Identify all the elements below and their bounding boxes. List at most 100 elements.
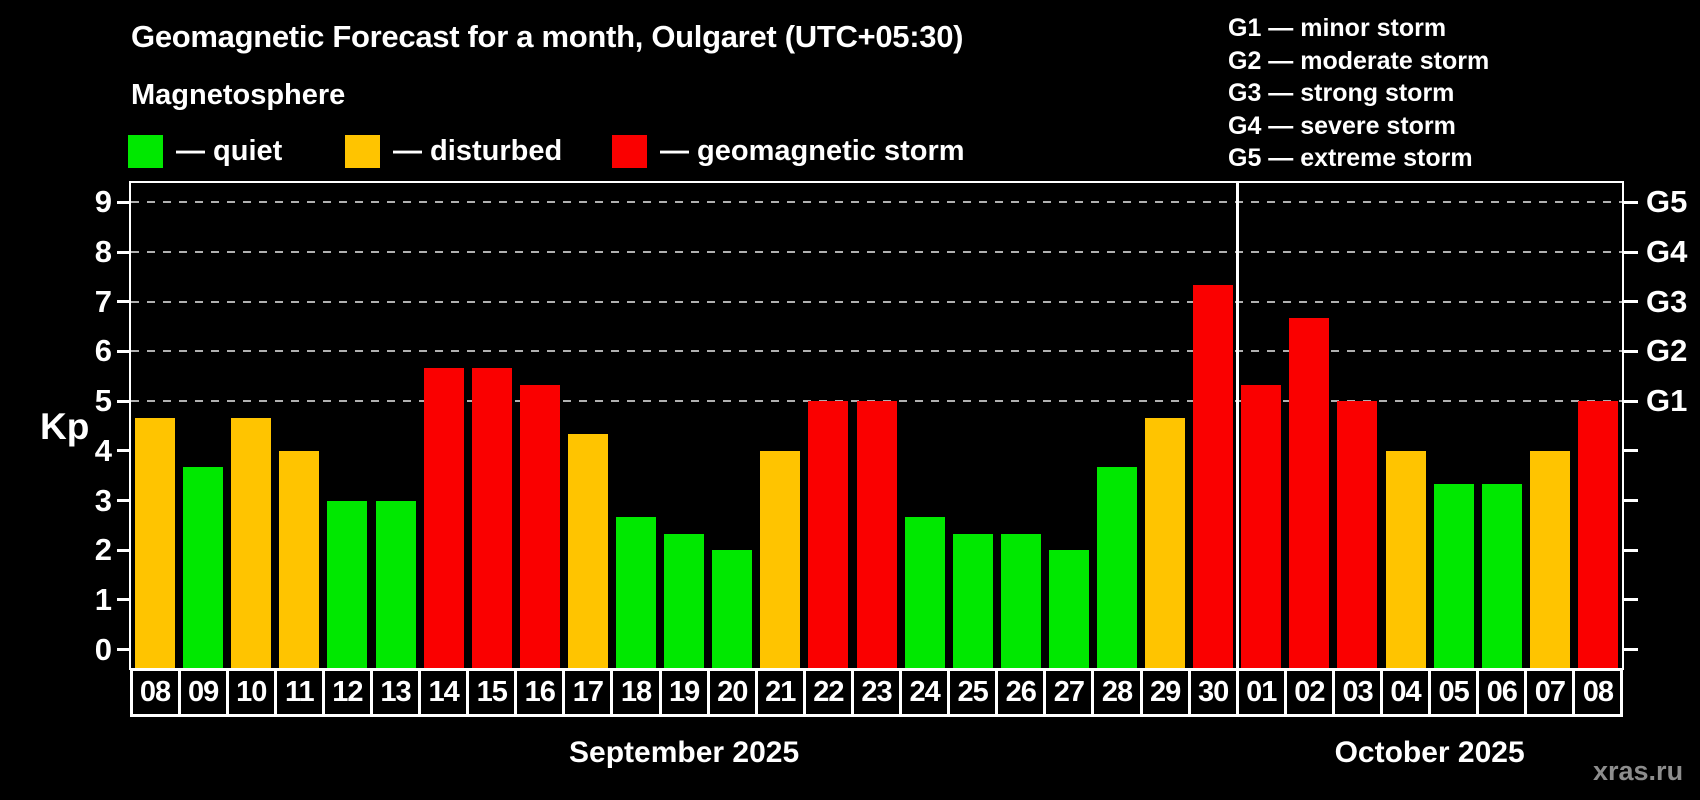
day-label-01: 01 [1235, 668, 1287, 717]
y-axis-label-9: 9 [94, 184, 112, 220]
left-tick-8 [117, 250, 131, 254]
day-label-02: 02 [1283, 668, 1335, 717]
gridline-kp9 [131, 201, 1622, 204]
right-tick-7 [1624, 300, 1638, 304]
left-tick-1 [117, 598, 131, 602]
gridline-kp8 [131, 251, 1622, 253]
month-label-september: September 2025 [569, 736, 800, 769]
kp-bar-04 [1385, 450, 1426, 668]
chart-title: Geomagnetic Forecast for a month, Oulgar… [131, 19, 964, 54]
day-label-23: 23 [850, 668, 903, 717]
kp-bar-14 [423, 367, 464, 668]
day-label-12: 12 [321, 668, 373, 717]
y-axis-label-1: 1 [94, 581, 112, 617]
y-axis-label-8: 8 [94, 234, 112, 269]
quiet-color-swatch [128, 134, 163, 168]
right-tick-0 [1624, 648, 1638, 652]
month-label-october: October 2025 [1334, 736, 1525, 769]
day-label-04: 04 [1380, 668, 1432, 717]
kp-bar-19 [664, 533, 705, 668]
day-label-15: 15 [466, 668, 518, 717]
plot-area [129, 181, 1624, 670]
kp-bar-09 [183, 467, 224, 668]
legend-item-quiet: — quiet [128, 134, 282, 168]
g-legend-g2: G2 — moderate storm [1228, 46, 1490, 75]
kp-bar-20 [712, 550, 753, 668]
y-axis-label-3: 3 [94, 482, 112, 518]
day-label-27: 27 [1043, 668, 1095, 717]
legend-label-disturbed: — disturbed [393, 134, 563, 167]
gridline-kp5 [131, 400, 1622, 403]
g-scale-legend: G1 — minor storm G2 — moderate storm G3 … [1228, 12, 1489, 175]
y-axis-label-6: 6 [94, 333, 112, 369]
right-tick-4 [1624, 449, 1638, 453]
storm-color-swatch [612, 134, 647, 168]
day-label-21: 21 [754, 668, 806, 717]
kp-bar-13 [375, 500, 416, 668]
day-label-24: 24 [899, 668, 951, 717]
day-label-03: 03 [1331, 668, 1383, 717]
kp-bar-25 [952, 533, 993, 668]
kp-bar-03 [1337, 401, 1378, 668]
kp-bar-17 [567, 434, 608, 668]
chart-subtitle: Magnetosphere [131, 79, 346, 111]
kp-bar-08 [1577, 401, 1618, 668]
y-axis-title: Kp [40, 406, 90, 447]
g-axis-label-g3: G3 [1646, 283, 1688, 319]
legend-item-storm: — geomagnetic storm [612, 134, 965, 168]
day-label-08: 08 [1572, 668, 1624, 717]
y-axis-label-0: 0 [94, 631, 112, 667]
right-tick-6 [1624, 349, 1638, 353]
day-label-30: 30 [1187, 668, 1239, 717]
g-legend-g3: G3 — strong storm [1228, 79, 1455, 107]
kp-bar-07 [1529, 450, 1570, 668]
day-label-17: 17 [562, 668, 614, 717]
left-tick-7 [117, 300, 131, 304]
left-tick-2 [117, 548, 131, 552]
kp-bar-16 [519, 384, 560, 668]
left-tick-3 [117, 499, 131, 502]
day-label-05: 05 [1428, 668, 1480, 717]
day-label-19: 19 [658, 668, 710, 717]
right-tick-9 [1624, 200, 1638, 204]
g-legend-g1: G1 — minor storm [1228, 14, 1447, 42]
kp-bar-18 [616, 516, 657, 668]
legend-label-storm: — geomagnetic storm [660, 134, 965, 167]
day-label-11: 11 [273, 668, 325, 717]
day-label-07: 07 [1524, 668, 1576, 717]
day-label-28: 28 [1091, 668, 1143, 717]
kp-bar-28 [1096, 467, 1137, 668]
kp-bar-29 [1145, 417, 1186, 668]
day-label-row: 08 09 10 11 12 13 14 15 16 17 18 19 20 21 22 23 24 25 26 27… [129, 668, 1624, 717]
day-label-29: 29 [1139, 668, 1191, 717]
right-tick-8 [1624, 250, 1638, 254]
kp-bar-05 [1433, 484, 1474, 668]
day-label-16: 16 [514, 668, 566, 717]
kp-bar-15 [471, 367, 512, 668]
kp-bar-23 [856, 401, 897, 668]
kp-bar-10 [231, 417, 272, 668]
disturbed-color-swatch [345, 134, 380, 168]
y-axis-label-7: 7 [94, 283, 112, 319]
kp-bar-01 [1241, 384, 1282, 668]
day-label-18: 18 [610, 668, 662, 717]
legend-item-disturbed: — disturbed [345, 134, 562, 168]
gridline-kp7 [131, 300, 1622, 303]
left-tick-0 [117, 648, 131, 652]
day-label-08: 08 [129, 668, 181, 717]
kp-bar-22 [808, 401, 849, 668]
legend-label-quiet: — quiet [176, 134, 283, 167]
right-tick-2 [1624, 548, 1638, 552]
kp-bar-27 [1048, 550, 1089, 668]
kp-bar-26 [1000, 533, 1041, 668]
left-tick-4 [117, 449, 131, 453]
right-tick-5 [1624, 399, 1638, 403]
kp-bar-21 [760, 450, 801, 668]
kp-bar-02 [1289, 318, 1330, 668]
g-axis-label-g1: G1 [1646, 383, 1688, 419]
left-tick-5 [117, 399, 131, 403]
day-label-10: 10 [225, 668, 277, 717]
g-legend-g4: G4 — severe storm [1228, 111, 1456, 140]
kp-bar-24 [904, 516, 945, 668]
